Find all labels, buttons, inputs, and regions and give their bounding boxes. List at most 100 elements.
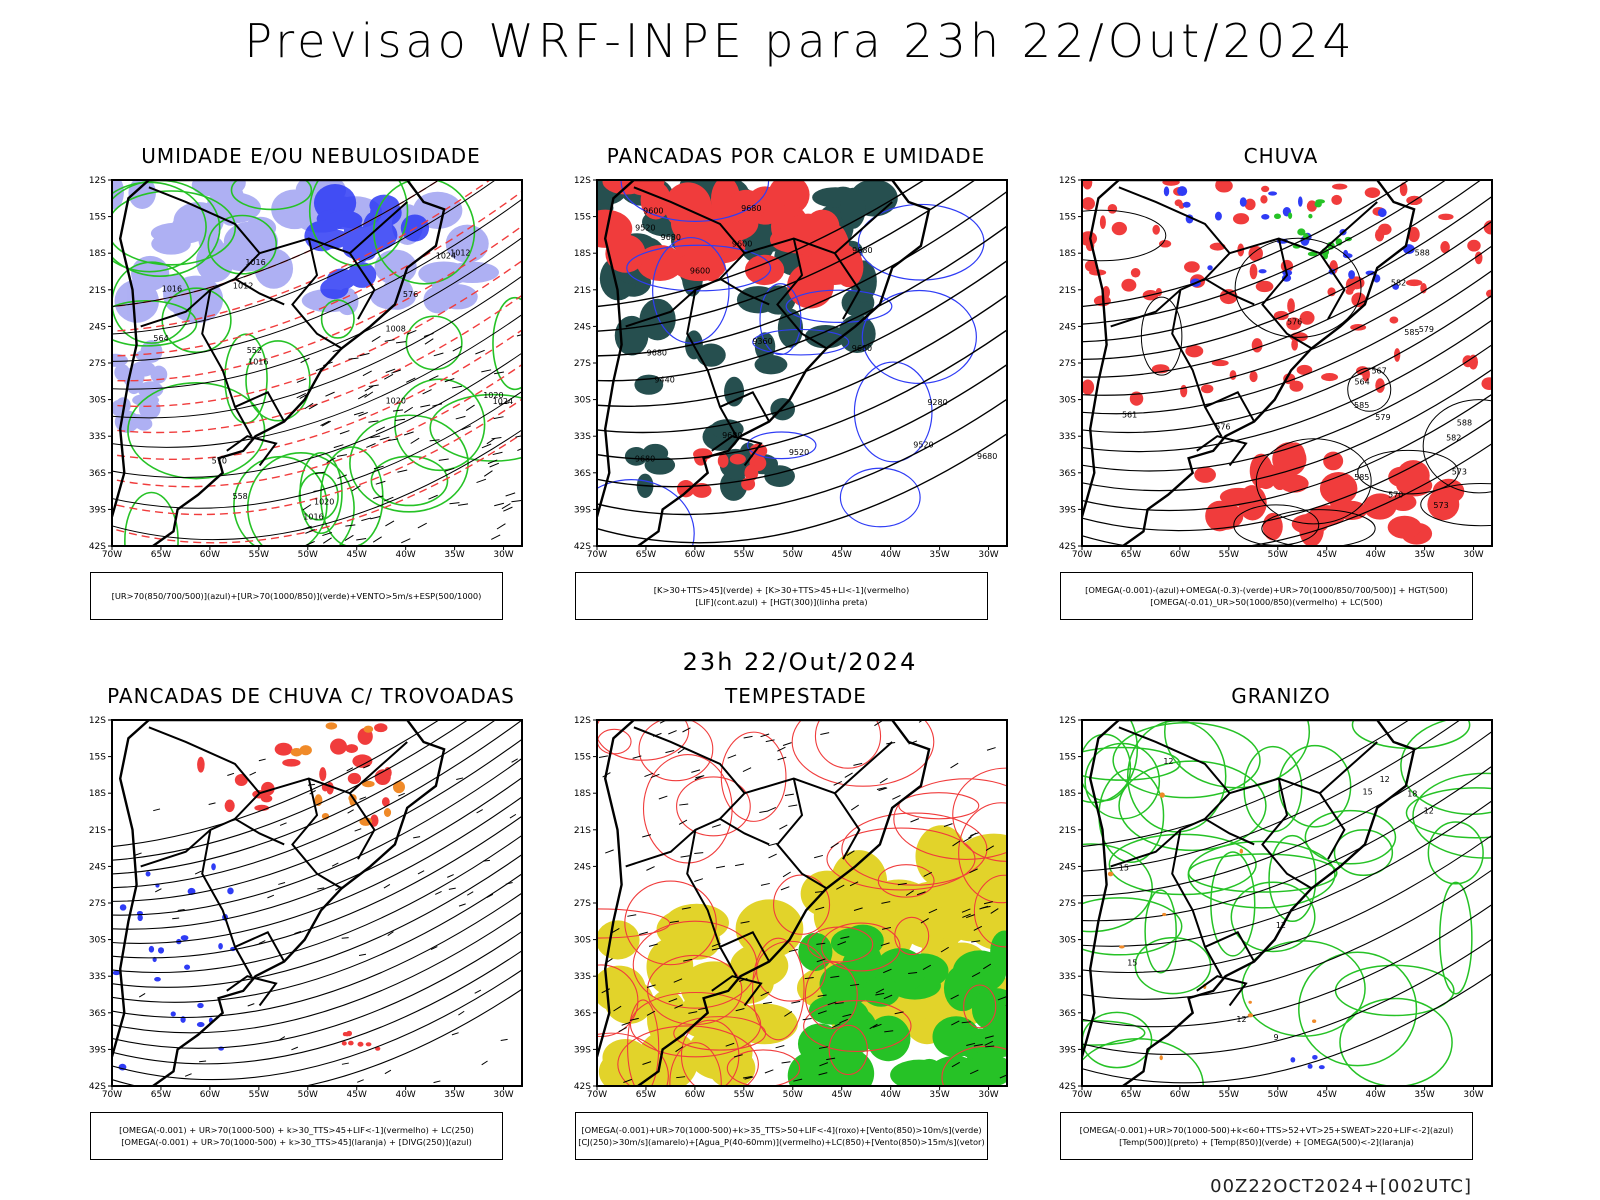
wind-vectors (598, 720, 1007, 1083)
lat-label: 15S (574, 213, 591, 223)
wind-arrow (669, 920, 679, 923)
wind-arrow (782, 871, 791, 878)
field-cell (1211, 359, 1229, 367)
border-line (148, 186, 261, 280)
lon-label: 45W (347, 1090, 367, 1100)
field-cell (1290, 1057, 1296, 1063)
wind-arrow (433, 1080, 441, 1084)
isoline (1098, 768, 1165, 863)
wind-arrow (359, 796, 367, 800)
field-cell (1318, 1065, 1325, 1070)
wind-arrow (172, 917, 180, 920)
map-content: 12 12 15 12 9 12 15 12 15 18 (1082, 720, 1492, 1086)
wind-arrow (760, 882, 770, 886)
field-cell (840, 187, 866, 229)
isoline (752, 937, 805, 1041)
wind-arrow (784, 793, 794, 796)
wind-arrow (433, 352, 444, 357)
border-line (349, 741, 408, 794)
lon-label: 35W (929, 550, 949, 560)
field-cell (1389, 316, 1399, 324)
isoline (308, 180, 409, 267)
field-cell (1082, 379, 1095, 395)
wind-arrow (779, 824, 788, 830)
wind-arrow (505, 492, 516, 497)
lat-label: 39S (1059, 505, 1076, 515)
wind-arrow (742, 1076, 752, 1079)
field-cell (1389, 493, 1417, 511)
field-cell (361, 780, 375, 788)
lat-label: 33S (89, 972, 106, 982)
isoline (627, 999, 660, 1086)
wind-arrow (379, 436, 390, 441)
wind-arrow (388, 438, 399, 442)
contour-label: 9520 (913, 441, 933, 450)
lon-label: 40W (395, 1090, 415, 1100)
wind-arrow (804, 977, 814, 980)
wind-arrow (305, 540, 315, 546)
wind-arrow (788, 804, 798, 807)
lon-label: 35W (444, 1090, 464, 1100)
isoline (1261, 509, 1376, 546)
field-cell (1162, 180, 1180, 186)
field-cell (834, 1007, 878, 1054)
contour-label: 12 (1380, 775, 1390, 784)
contour-label: 579 (1375, 413, 1390, 422)
field-cell (359, 817, 373, 826)
panel-chuva: CHUVA 585 588 585 582 585 582 579 576 573 570 567 5… (1046, 144, 1516, 624)
wind-arrow (487, 459, 498, 465)
wind-arrow (951, 1061, 960, 1068)
field-cell (1387, 515, 1422, 539)
contour-label: 576 (1287, 318, 1302, 327)
wind-arrow (984, 1040, 994, 1046)
field-cell (196, 1021, 205, 1028)
wind-arrow (430, 946, 438, 951)
lon-label: 60W (1170, 550, 1190, 560)
wind-arrow (317, 887, 325, 890)
contour-label: 1024 (493, 397, 513, 406)
wind-arrow (511, 499, 522, 503)
lon-label: 70W (587, 550, 607, 560)
isoline (246, 451, 355, 546)
wind-arrow (839, 1018, 848, 1024)
lon-label: 30W (1463, 1090, 1483, 1100)
wind-arrow (322, 532, 333, 537)
wind-arrow (366, 443, 376, 448)
field-cell (1084, 260, 1097, 272)
coast-line (112, 180, 446, 546)
wind-arrow (321, 420, 332, 427)
border-line (686, 829, 738, 977)
coast-line (597, 180, 931, 546)
border-line (1118, 726, 1231, 820)
shaded-field (112, 863, 236, 1071)
wind-arrow (965, 914, 975, 919)
contour-label: 9280 (927, 398, 947, 407)
field-cell (1244, 198, 1256, 211)
contour-label: 564 (153, 334, 168, 343)
isoline (1082, 720, 1410, 848)
isoline (112, 294, 522, 434)
wind-arrow (767, 806, 777, 812)
wind-arrow (694, 852, 704, 855)
wind-arrow (678, 819, 688, 825)
field-cell (348, 1040, 354, 1046)
contour-label: 9600 (690, 267, 710, 276)
isoline (597, 908, 671, 939)
isoline (112, 892, 522, 1019)
wind-arrow (853, 762, 863, 766)
field-cell (1314, 201, 1322, 208)
lon-label: 45W (347, 550, 367, 560)
wind-arrow (961, 908, 971, 913)
wind-arrow (177, 909, 185, 911)
lat-label: 12S (89, 716, 106, 726)
field-cell (639, 298, 676, 341)
wind-arrow (842, 1013, 852, 1018)
coastline (1082, 180, 1416, 546)
isoline (1412, 772, 1492, 859)
field-cell (1268, 191, 1278, 196)
wind-arrow (922, 964, 932, 970)
lat-label: 12S (574, 716, 591, 726)
lat-label: 21S (574, 286, 591, 296)
